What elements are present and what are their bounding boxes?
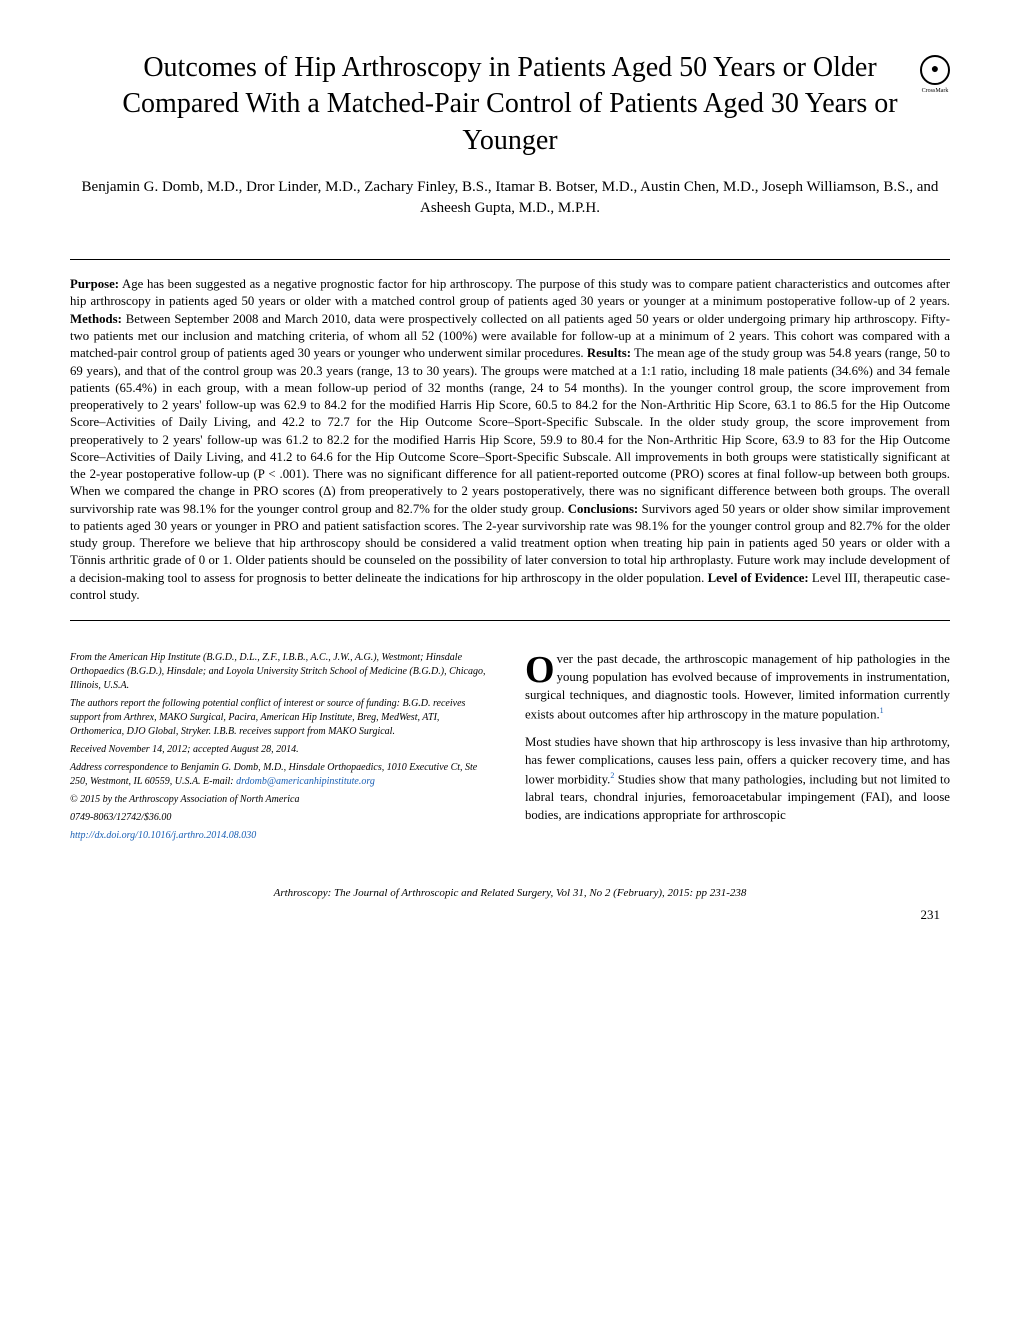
intro-column: Over the past decade, the arthroscopic m… (525, 651, 950, 847)
journal-footer: Arthroscopy: The Journal of Arthroscopic… (70, 887, 950, 899)
abstract-purpose-label: Purpose: (70, 277, 119, 291)
body-columns: From the American Hip Institute (B.G.D.,… (70, 651, 950, 847)
abstract-loe-label: Level of Evidence: (708, 571, 809, 585)
footnote-dates: Received November 14, 2012; accepted Aug… (70, 743, 495, 757)
title-block: Outcomes of Hip Arthroscopy in Patients … (70, 50, 950, 159)
intro-paragraph-1: Over the past decade, the arthroscopic m… (525, 651, 950, 724)
dropcap: O (525, 651, 557, 686)
intro-paragraph-2: Most studies have shown that hip arthros… (525, 734, 950, 825)
footnote-conflict: The authors report the following potenti… (70, 697, 495, 739)
page-number: 231 (70, 907, 950, 923)
abstract-conclusions-label: Conclusions: (568, 502, 638, 516)
abstract-methods-label: Methods: (70, 312, 122, 326)
crossmark-label: CrossMark (915, 88, 955, 94)
crossmark-symbol: ● (931, 62, 939, 78)
footnote-affiliation: From the American Hip Institute (B.G.D.,… (70, 651, 495, 693)
footnote-doi-link[interactable]: http://dx.doi.org/10.1016/j.arthro.2014.… (70, 830, 256, 841)
footnote-email-link[interactable]: drdomb@americanhipinstitute.org (236, 776, 375, 787)
authors-line: Benjamin G. Domb, M.D., Dror Linder, M.D… (70, 177, 950, 219)
intro-p1-text: ver the past decade, the arthroscopic ma… (525, 652, 950, 721)
crossmark-icon[interactable]: ● (920, 55, 950, 85)
footnote-correspondence: Address correspondence to Benjamin G. Do… (70, 761, 495, 789)
footnote-copyright: © 2015 by the Arthroscopy Association of… (70, 793, 495, 807)
abstract-results-label: Results: (587, 346, 631, 360)
abstract-results: The mean age of the study group was 54.8… (70, 346, 950, 515)
footnote-issn: 0749-8063/12742/$36.00 (70, 811, 495, 825)
abstract-text: Purpose: Age has been suggested as a neg… (70, 276, 950, 604)
article-title: Outcomes of Hip Arthroscopy in Patients … (70, 50, 950, 159)
abstract-box: Purpose: Age has been suggested as a neg… (70, 259, 950, 621)
footnotes-column: From the American Hip Institute (B.G.D.,… (70, 651, 495, 847)
footnote-doi: http://dx.doi.org/10.1016/j.arthro.2014.… (70, 829, 495, 843)
abstract-purpose: Age has been suggested as a negative pro… (70, 277, 950, 308)
citation-1[interactable]: 1 (880, 706, 884, 715)
